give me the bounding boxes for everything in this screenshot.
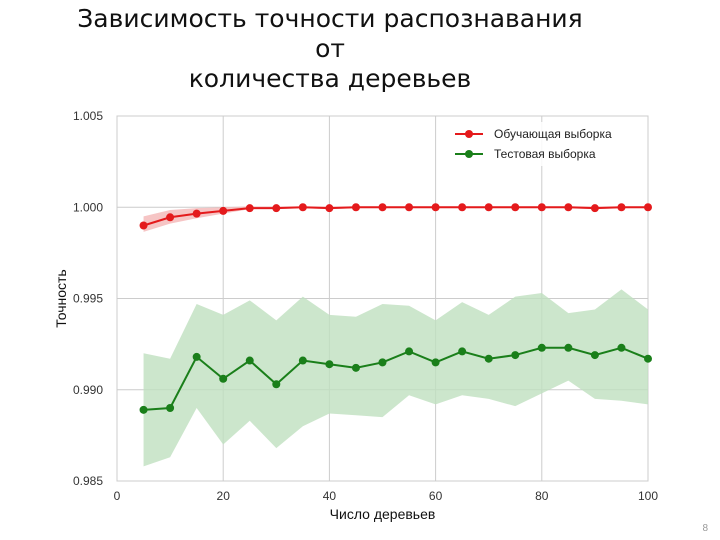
line-test (143, 346, 649, 411)
point-train (192, 209, 201, 218)
point-train (139, 221, 148, 230)
grid (116, 115, 649, 482)
legend-label-test: Тестовая выборка (494, 147, 596, 161)
point-train (219, 206, 228, 215)
point-train (431, 203, 440, 212)
page-number: 8 (702, 523, 708, 534)
point-train (458, 203, 467, 212)
x-tick-label: 80 (535, 489, 549, 503)
legend-background (449, 122, 639, 166)
point-train (564, 203, 573, 212)
point-test (484, 354, 493, 363)
point-train (298, 203, 307, 212)
point-test (298, 356, 307, 365)
point-test (405, 347, 414, 356)
x-tick-label: 0 (114, 489, 121, 503)
tick-labels: 0 20 40 60 80 100 0.985 0.990 0.995 1.000 1.005 (73, 109, 658, 503)
x-axis-label: Число деревьев (330, 506, 436, 522)
point-test (378, 358, 387, 367)
point-train (484, 203, 493, 212)
x-tick-label: 100 (638, 489, 658, 503)
point-train (351, 203, 360, 212)
point-test (590, 351, 599, 360)
point-test (511, 351, 520, 360)
y-tick-label: 0.990 (73, 383, 103, 397)
y-axis-label: Точность (53, 269, 69, 327)
point-test (166, 404, 175, 412)
point-train (644, 203, 652, 212)
legend-label-train: Обучающая выборка (494, 127, 612, 141)
y-tick-label: 0.985 (73, 474, 103, 488)
point-test (219, 374, 228, 383)
y-tick-label: 1.005 (73, 109, 103, 123)
series-lines (143, 206, 649, 411)
x-tick-label: 60 (429, 489, 443, 503)
point-test (139, 405, 148, 414)
slide-title-line-1: Зависимость точности распознавания от (77, 4, 583, 63)
point-test (272, 380, 281, 389)
point-train (405, 203, 414, 212)
x-tick-label: 20 (217, 489, 231, 503)
y-tick-label: 1.000 (73, 200, 103, 214)
point-test (245, 356, 254, 365)
legend-marker-test (465, 150, 473, 158)
line-train (143, 206, 648, 227)
point-train (245, 204, 254, 213)
data-points (139, 203, 652, 414)
point-test (351, 363, 360, 372)
point-train (378, 203, 387, 212)
point-train (272, 204, 281, 213)
band-test (143, 289, 649, 467)
point-train (617, 203, 626, 212)
point-test (325, 360, 334, 369)
slide-title: Зависимость точности распознавания от ко… (60, 4, 600, 94)
point-train (590, 204, 599, 213)
point-test (644, 354, 652, 363)
slide-title-line-2: количества деревьев (188, 64, 472, 93)
x-tick-label: 40 (323, 489, 337, 503)
point-test (431, 358, 440, 367)
point-test (458, 347, 467, 356)
point-test (192, 352, 201, 361)
point-test (537, 343, 546, 352)
point-train (325, 204, 334, 213)
point-train (511, 203, 520, 212)
point-test (564, 343, 573, 352)
point-test (617, 343, 626, 352)
legend: Обучающая выборка Тестовая выборка (449, 122, 639, 166)
point-train (537, 203, 546, 212)
legend-marker-train (465, 130, 473, 138)
point-train (166, 213, 175, 222)
y-tick-label: 0.995 (73, 292, 103, 306)
